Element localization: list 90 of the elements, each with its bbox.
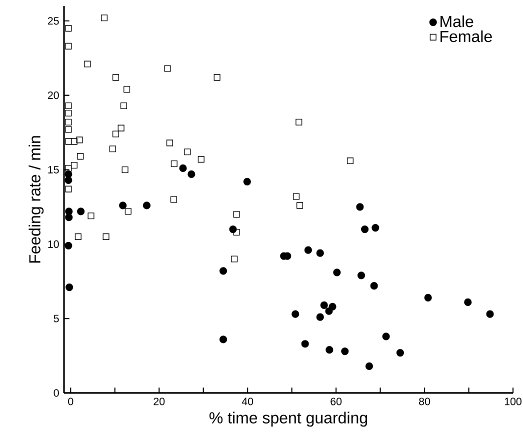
point <box>112 74 120 81</box>
point <box>357 272 366 280</box>
y-tick-label: 25 <box>48 17 59 25</box>
point <box>179 164 187 172</box>
point <box>112 130 120 138</box>
point <box>119 202 127 210</box>
point <box>120 102 127 109</box>
point <box>424 294 432 302</box>
point <box>296 202 304 209</box>
point <box>102 233 110 240</box>
point <box>65 110 72 116</box>
x-tick-label: 100 <box>504 398 522 406</box>
point <box>464 298 472 306</box>
point <box>64 242 72 250</box>
point <box>361 225 369 234</box>
point <box>219 267 228 275</box>
point <box>184 148 191 156</box>
point <box>219 336 228 344</box>
point <box>64 176 72 184</box>
point <box>325 307 333 315</box>
point <box>316 249 324 257</box>
point <box>65 164 72 172</box>
point <box>396 349 404 357</box>
x-tick-label: 40 <box>242 398 254 406</box>
point <box>84 60 91 68</box>
point <box>320 301 328 309</box>
point <box>109 146 116 152</box>
point <box>231 256 238 262</box>
point <box>214 74 220 81</box>
point <box>65 138 72 145</box>
y-axis-title: Feeding rate / min <box>28 136 44 263</box>
y-tick-label: 10 <box>48 240 59 248</box>
x-axis-title: % time spent guarding <box>209 412 368 427</box>
point <box>229 225 237 234</box>
point <box>77 153 84 160</box>
x-tick-label: 0 <box>68 398 74 406</box>
point <box>164 65 171 72</box>
point <box>66 284 74 292</box>
point <box>486 310 494 318</box>
point <box>372 224 380 232</box>
point <box>365 362 374 370</box>
point <box>370 282 378 290</box>
x-tick-label: 20 <box>154 398 165 406</box>
x-tick-label: 60 <box>330 398 342 406</box>
point <box>292 193 300 200</box>
point <box>100 14 108 22</box>
point <box>124 208 132 215</box>
point <box>170 196 177 203</box>
point <box>65 102 72 109</box>
point <box>296 118 302 126</box>
point <box>74 233 82 240</box>
point <box>198 156 204 163</box>
legend-label: Female <box>440 30 492 42</box>
point <box>301 340 309 348</box>
point <box>341 348 349 356</box>
point <box>65 42 72 50</box>
point <box>304 246 312 254</box>
point <box>124 86 130 93</box>
y-tick-label: 5 <box>54 314 59 322</box>
point <box>233 211 240 218</box>
x-tick-label: 80 <box>419 398 430 406</box>
legend-label: Male <box>440 15 474 28</box>
y-tick-label: 15 <box>48 166 59 174</box>
point <box>77 208 85 216</box>
point <box>233 228 240 236</box>
point <box>326 346 334 354</box>
point <box>65 25 72 32</box>
point <box>166 140 173 146</box>
point <box>188 170 196 178</box>
point <box>170 160 178 168</box>
point <box>382 332 390 340</box>
y-tick-label: 0 <box>54 389 59 397</box>
point <box>65 214 73 222</box>
point <box>142 202 151 210</box>
point <box>346 158 354 164</box>
point <box>65 118 72 126</box>
point <box>356 203 364 211</box>
point <box>65 126 72 133</box>
point <box>316 313 324 321</box>
point <box>76 136 83 144</box>
point <box>65 186 72 192</box>
point <box>70 138 78 145</box>
point <box>292 310 300 318</box>
y-tick-label: 20 <box>48 92 59 100</box>
point <box>122 166 128 173</box>
point <box>118 124 124 132</box>
point <box>88 212 94 220</box>
point <box>243 178 251 186</box>
point <box>333 268 341 276</box>
point <box>70 162 78 169</box>
